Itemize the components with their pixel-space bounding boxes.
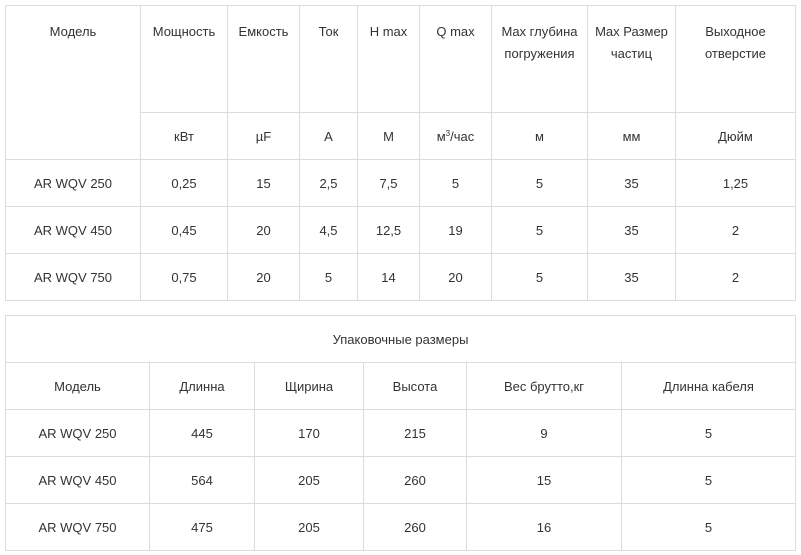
cell-model: AR WQV 750 xyxy=(5,503,150,551)
cell-height: 215 xyxy=(363,409,467,457)
header-hmax: H max xyxy=(357,5,420,113)
packaging-table: Упаковочные размеры Модель Длинна Щирина… xyxy=(5,315,796,551)
unit-current: А xyxy=(299,112,358,160)
header-power: Мощность xyxy=(140,5,228,113)
unit-qmax: м3/час xyxy=(419,112,492,160)
cell-hmax: 12,5 xyxy=(357,206,420,254)
cell-height: 260 xyxy=(363,503,467,551)
cell-model: AR WQV 250 xyxy=(5,159,141,207)
cell-particle: 35 xyxy=(587,159,676,207)
unit-qmax-base: м xyxy=(436,128,446,144)
cell-width: 205 xyxy=(254,503,364,551)
cell-qmax: 5 xyxy=(419,159,492,207)
cell-particle: 35 xyxy=(587,206,676,254)
table-row: AR WQV 250 0,25 15 2,5 7,5 5 5 35 1,25 xyxy=(5,159,796,207)
cell-current: 2,5 xyxy=(299,159,358,207)
packaging-header-row: Модель Длинна Щирина Высота Вес брутто,к… xyxy=(5,362,796,410)
cell-hmax: 14 xyxy=(357,253,420,301)
specs-units-row: кВт µF А М м3/час м мм Дюйм xyxy=(6,112,796,160)
header-width: Щирина xyxy=(254,362,364,410)
cell-outlet: 2 xyxy=(675,253,796,301)
cell-width: 205 xyxy=(254,456,364,504)
unit-power: кВт xyxy=(140,112,228,160)
header-particle: Max Размер частиц xyxy=(587,5,676,113)
cell-weight: 16 xyxy=(466,503,622,551)
cell-cable: 5 xyxy=(621,409,796,457)
cell-outlet: 2 xyxy=(675,206,796,254)
cell-hmax: 7,5 xyxy=(357,159,420,207)
cell-power: 0,75 xyxy=(140,253,228,301)
cell-weight: 9 xyxy=(466,409,622,457)
unit-hmax: М xyxy=(357,112,420,160)
cell-height: 260 xyxy=(363,456,467,504)
cell-power: 0,25 xyxy=(140,159,228,207)
cell-depth: 5 xyxy=(491,159,588,207)
specs-table: Модель Мощность Емкость Ток H max Q max … xyxy=(5,5,796,301)
cell-length: 564 xyxy=(149,456,255,504)
cell-capacity: 20 xyxy=(227,253,300,301)
cell-model: AR WQV 450 xyxy=(5,206,141,254)
header-cable: Длинна кабеля xyxy=(621,362,796,410)
cell-length: 475 xyxy=(149,503,255,551)
header-capacity: Емкость xyxy=(227,5,300,113)
table-row: AR WQV 750 0,75 20 5 14 20 5 35 2 xyxy=(5,253,796,301)
header-length: Длинна xyxy=(149,362,255,410)
cell-model: AR WQV 250 xyxy=(5,409,150,457)
table-row: AR WQV 450 0,45 20 4,5 12,5 19 5 35 2 xyxy=(5,206,796,254)
header-height: Высота xyxy=(363,362,467,410)
packaging-title: Упаковочные размеры xyxy=(5,315,796,363)
table-row: AR WQV 250 445 170 215 9 5 xyxy=(5,409,796,457)
table-row: AR WQV 450 564 205 260 15 5 xyxy=(5,456,796,504)
cell-current: 4,5 xyxy=(299,206,358,254)
header-weight: Вес брутто,кг xyxy=(466,362,622,410)
header-model: Модель xyxy=(5,362,150,410)
cell-qmax: 19 xyxy=(419,206,492,254)
header-model: Модель xyxy=(5,5,141,160)
cell-width: 170 xyxy=(254,409,364,457)
header-outlet: Выходное отверстие xyxy=(675,5,796,113)
cell-depth: 5 xyxy=(491,206,588,254)
header-qmax: Q max xyxy=(419,5,492,113)
specs-header-row: Модель Мощность Емкость Ток H max Q max … xyxy=(5,5,796,160)
cell-qmax: 20 xyxy=(419,253,492,301)
unit-outlet: Дюйм xyxy=(675,112,796,160)
cell-power: 0,45 xyxy=(140,206,228,254)
cell-cable: 5 xyxy=(621,503,796,551)
cell-outlet: 1,25 xyxy=(675,159,796,207)
cell-weight: 15 xyxy=(466,456,622,504)
unit-capacity: µF xyxy=(227,112,300,160)
packaging-title-row: Упаковочные размеры xyxy=(5,315,796,363)
unit-qmax-sup: 3 xyxy=(445,128,451,138)
cell-model: AR WQV 450 xyxy=(5,456,150,504)
header-current: Ток xyxy=(299,5,358,113)
unit-particle: мм xyxy=(587,112,676,160)
cell-depth: 5 xyxy=(491,253,588,301)
cell-capacity: 15 xyxy=(227,159,300,207)
header-depth: Max глубина погружения xyxy=(491,5,588,113)
cell-cable: 5 xyxy=(621,456,796,504)
unit-qmax-tail: /час xyxy=(450,128,475,144)
cell-model: AR WQV 750 xyxy=(5,253,141,301)
unit-depth: м xyxy=(491,112,588,160)
table-row: AR WQV 750 475 205 260 16 5 xyxy=(5,503,796,551)
cell-length: 445 xyxy=(149,409,255,457)
cell-current: 5 xyxy=(299,253,358,301)
cell-particle: 35 xyxy=(587,253,676,301)
cell-capacity: 20 xyxy=(227,206,300,254)
